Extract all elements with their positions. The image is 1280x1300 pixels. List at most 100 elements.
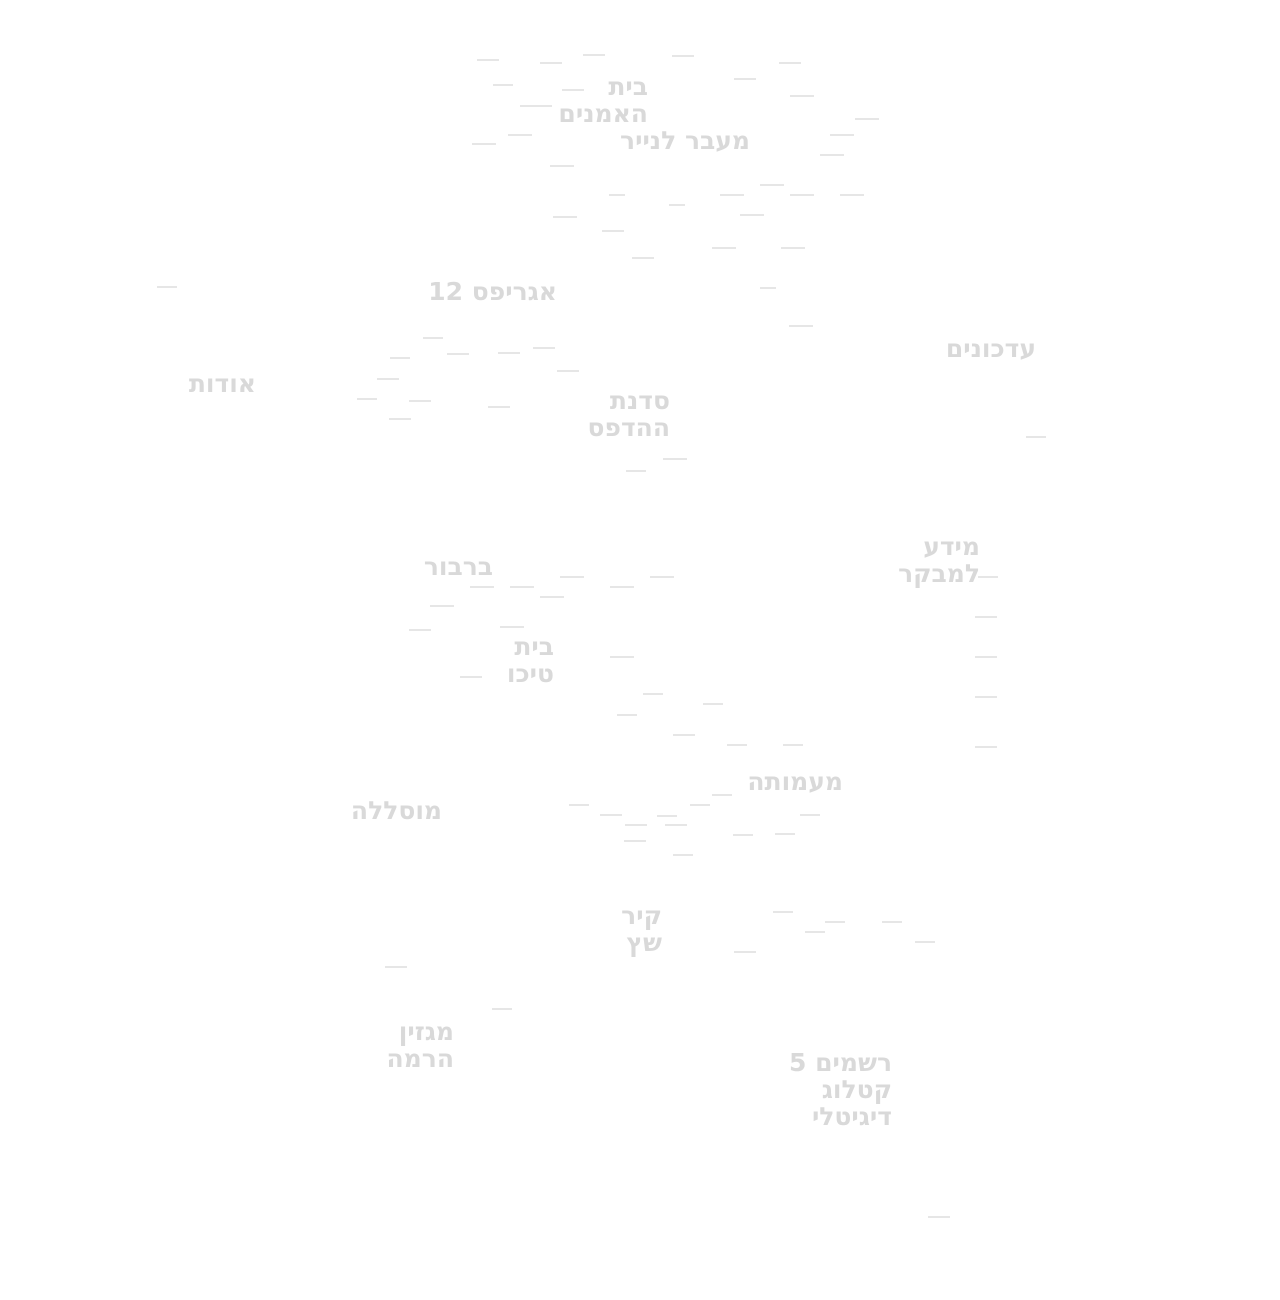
decorative-dash xyxy=(727,744,747,746)
decorative-dash xyxy=(978,576,998,578)
decorative-dash xyxy=(779,62,801,64)
link-beit-tycho[interactable]: בית טיכו xyxy=(507,633,554,687)
link-line: מעבר לנייר xyxy=(620,126,750,155)
decorative-dash xyxy=(493,84,513,86)
decorative-dash xyxy=(928,1216,950,1218)
decorative-dash xyxy=(783,744,803,746)
decorative-dash xyxy=(562,89,584,91)
link-line: שץ xyxy=(626,928,663,957)
decorative-dash xyxy=(790,95,814,97)
decorative-dash xyxy=(409,400,431,402)
link-line: מוסללה xyxy=(350,796,442,825)
decorative-dash xyxy=(540,62,562,64)
decorative-dash xyxy=(610,656,634,658)
decorative-dash xyxy=(712,794,732,796)
decorative-dash xyxy=(830,134,854,136)
link-line: קיר xyxy=(621,901,662,930)
decorative-dash xyxy=(610,586,634,588)
decorative-dash xyxy=(624,840,646,842)
link-line: דיגיטלי xyxy=(811,1102,892,1131)
decorative-dash xyxy=(840,194,864,196)
decorative-dash xyxy=(423,337,443,339)
decorative-dash xyxy=(781,247,805,249)
link-line: קטלוג xyxy=(821,1075,892,1104)
link-maamuta[interactable]: מעמותה xyxy=(747,768,843,795)
decorative-dash xyxy=(500,626,524,628)
nav-label: מידע xyxy=(923,532,980,561)
decorative-dash xyxy=(673,854,693,856)
decorative-dash xyxy=(569,804,589,806)
decorative-dash xyxy=(643,693,663,695)
decorative-dash xyxy=(626,470,646,472)
decorative-dash xyxy=(975,746,997,748)
nav-about[interactable]: אודות xyxy=(189,370,256,397)
decorative-dash xyxy=(550,165,574,167)
link-line: האמנים xyxy=(558,99,648,128)
decorative-dash xyxy=(673,734,695,736)
decorative-dash xyxy=(665,824,687,826)
decorative-dash xyxy=(632,257,654,259)
decorative-dash xyxy=(720,194,744,196)
nav-info-for-visitors[interactable]: מידע למבקר xyxy=(898,533,980,587)
decorative-dash xyxy=(672,55,694,57)
decorative-dash xyxy=(609,194,625,196)
link-reshamim-5-catalog[interactable]: רשמים 5 קטלוג דיגיטלי xyxy=(789,1049,892,1130)
decorative-dash xyxy=(820,154,844,156)
link-line: ברבור xyxy=(423,552,493,581)
decorative-dash xyxy=(498,352,520,354)
decorative-dash xyxy=(825,921,845,923)
decorative-dash xyxy=(460,676,482,678)
link-line: טיכו xyxy=(506,659,554,688)
decorative-dash xyxy=(510,586,534,588)
nav-label: למבקר xyxy=(898,559,980,588)
decorative-dash xyxy=(740,214,764,216)
decorative-dash xyxy=(915,941,935,943)
decorative-dash xyxy=(553,216,577,218)
nav-updates[interactable]: עדכונים xyxy=(946,335,1036,362)
decorative-dash xyxy=(520,105,552,107)
link-line: רשמים 5 xyxy=(789,1048,892,1077)
decorative-dash xyxy=(477,59,499,61)
decorative-dash xyxy=(557,370,579,372)
decorative-dash xyxy=(733,834,753,836)
link-hirama-magazine[interactable]: מגזין הרמה xyxy=(387,1018,455,1072)
decorative-dash xyxy=(472,143,496,145)
decorative-dash xyxy=(760,287,776,289)
decorative-dash xyxy=(389,418,411,420)
decorative-dash xyxy=(734,951,756,953)
decorative-dash xyxy=(470,586,494,588)
link-line: ההדפס xyxy=(587,413,670,442)
decorative-dash xyxy=(357,398,377,400)
decorative-dash xyxy=(508,134,532,136)
decorative-dash xyxy=(617,714,637,716)
link-beyond-paper[interactable]: מעבר לנייר xyxy=(620,127,750,154)
link-mesila[interactable]: מוסללה xyxy=(351,797,442,824)
decorative-dash xyxy=(583,54,605,56)
decorative-dash xyxy=(663,458,687,460)
decorative-dash xyxy=(390,357,410,359)
link-barbur[interactable]: ברבור xyxy=(424,553,493,580)
decorative-dash xyxy=(690,804,710,806)
decorative-dash xyxy=(488,406,510,408)
decorative-dash xyxy=(533,347,555,349)
link-line: אגריפס 12 xyxy=(428,277,557,306)
decorative-dash xyxy=(625,824,647,826)
decorative-dash xyxy=(789,325,813,327)
link-agripas-12[interactable]: אגריפס 12 xyxy=(428,278,557,305)
decorative-dash xyxy=(760,184,784,186)
link-beit-haomanim[interactable]: בית האמנים xyxy=(558,73,648,127)
decorative-dash xyxy=(650,576,674,578)
decorative-dash xyxy=(703,703,723,705)
link-kir-shatz[interactable]: קיר שץ xyxy=(621,902,662,956)
decorative-dash xyxy=(447,353,469,355)
decorative-dash xyxy=(602,230,624,232)
decorative-dash xyxy=(805,931,825,933)
link-line: סדנת xyxy=(609,386,670,415)
decorative-dash xyxy=(385,966,407,968)
decorative-dash xyxy=(669,204,685,206)
decorative-dash xyxy=(855,118,879,120)
decorative-dash xyxy=(975,656,997,658)
decorative-dash xyxy=(712,247,736,249)
link-print-workshop[interactable]: סדנת ההדפס xyxy=(588,387,670,441)
